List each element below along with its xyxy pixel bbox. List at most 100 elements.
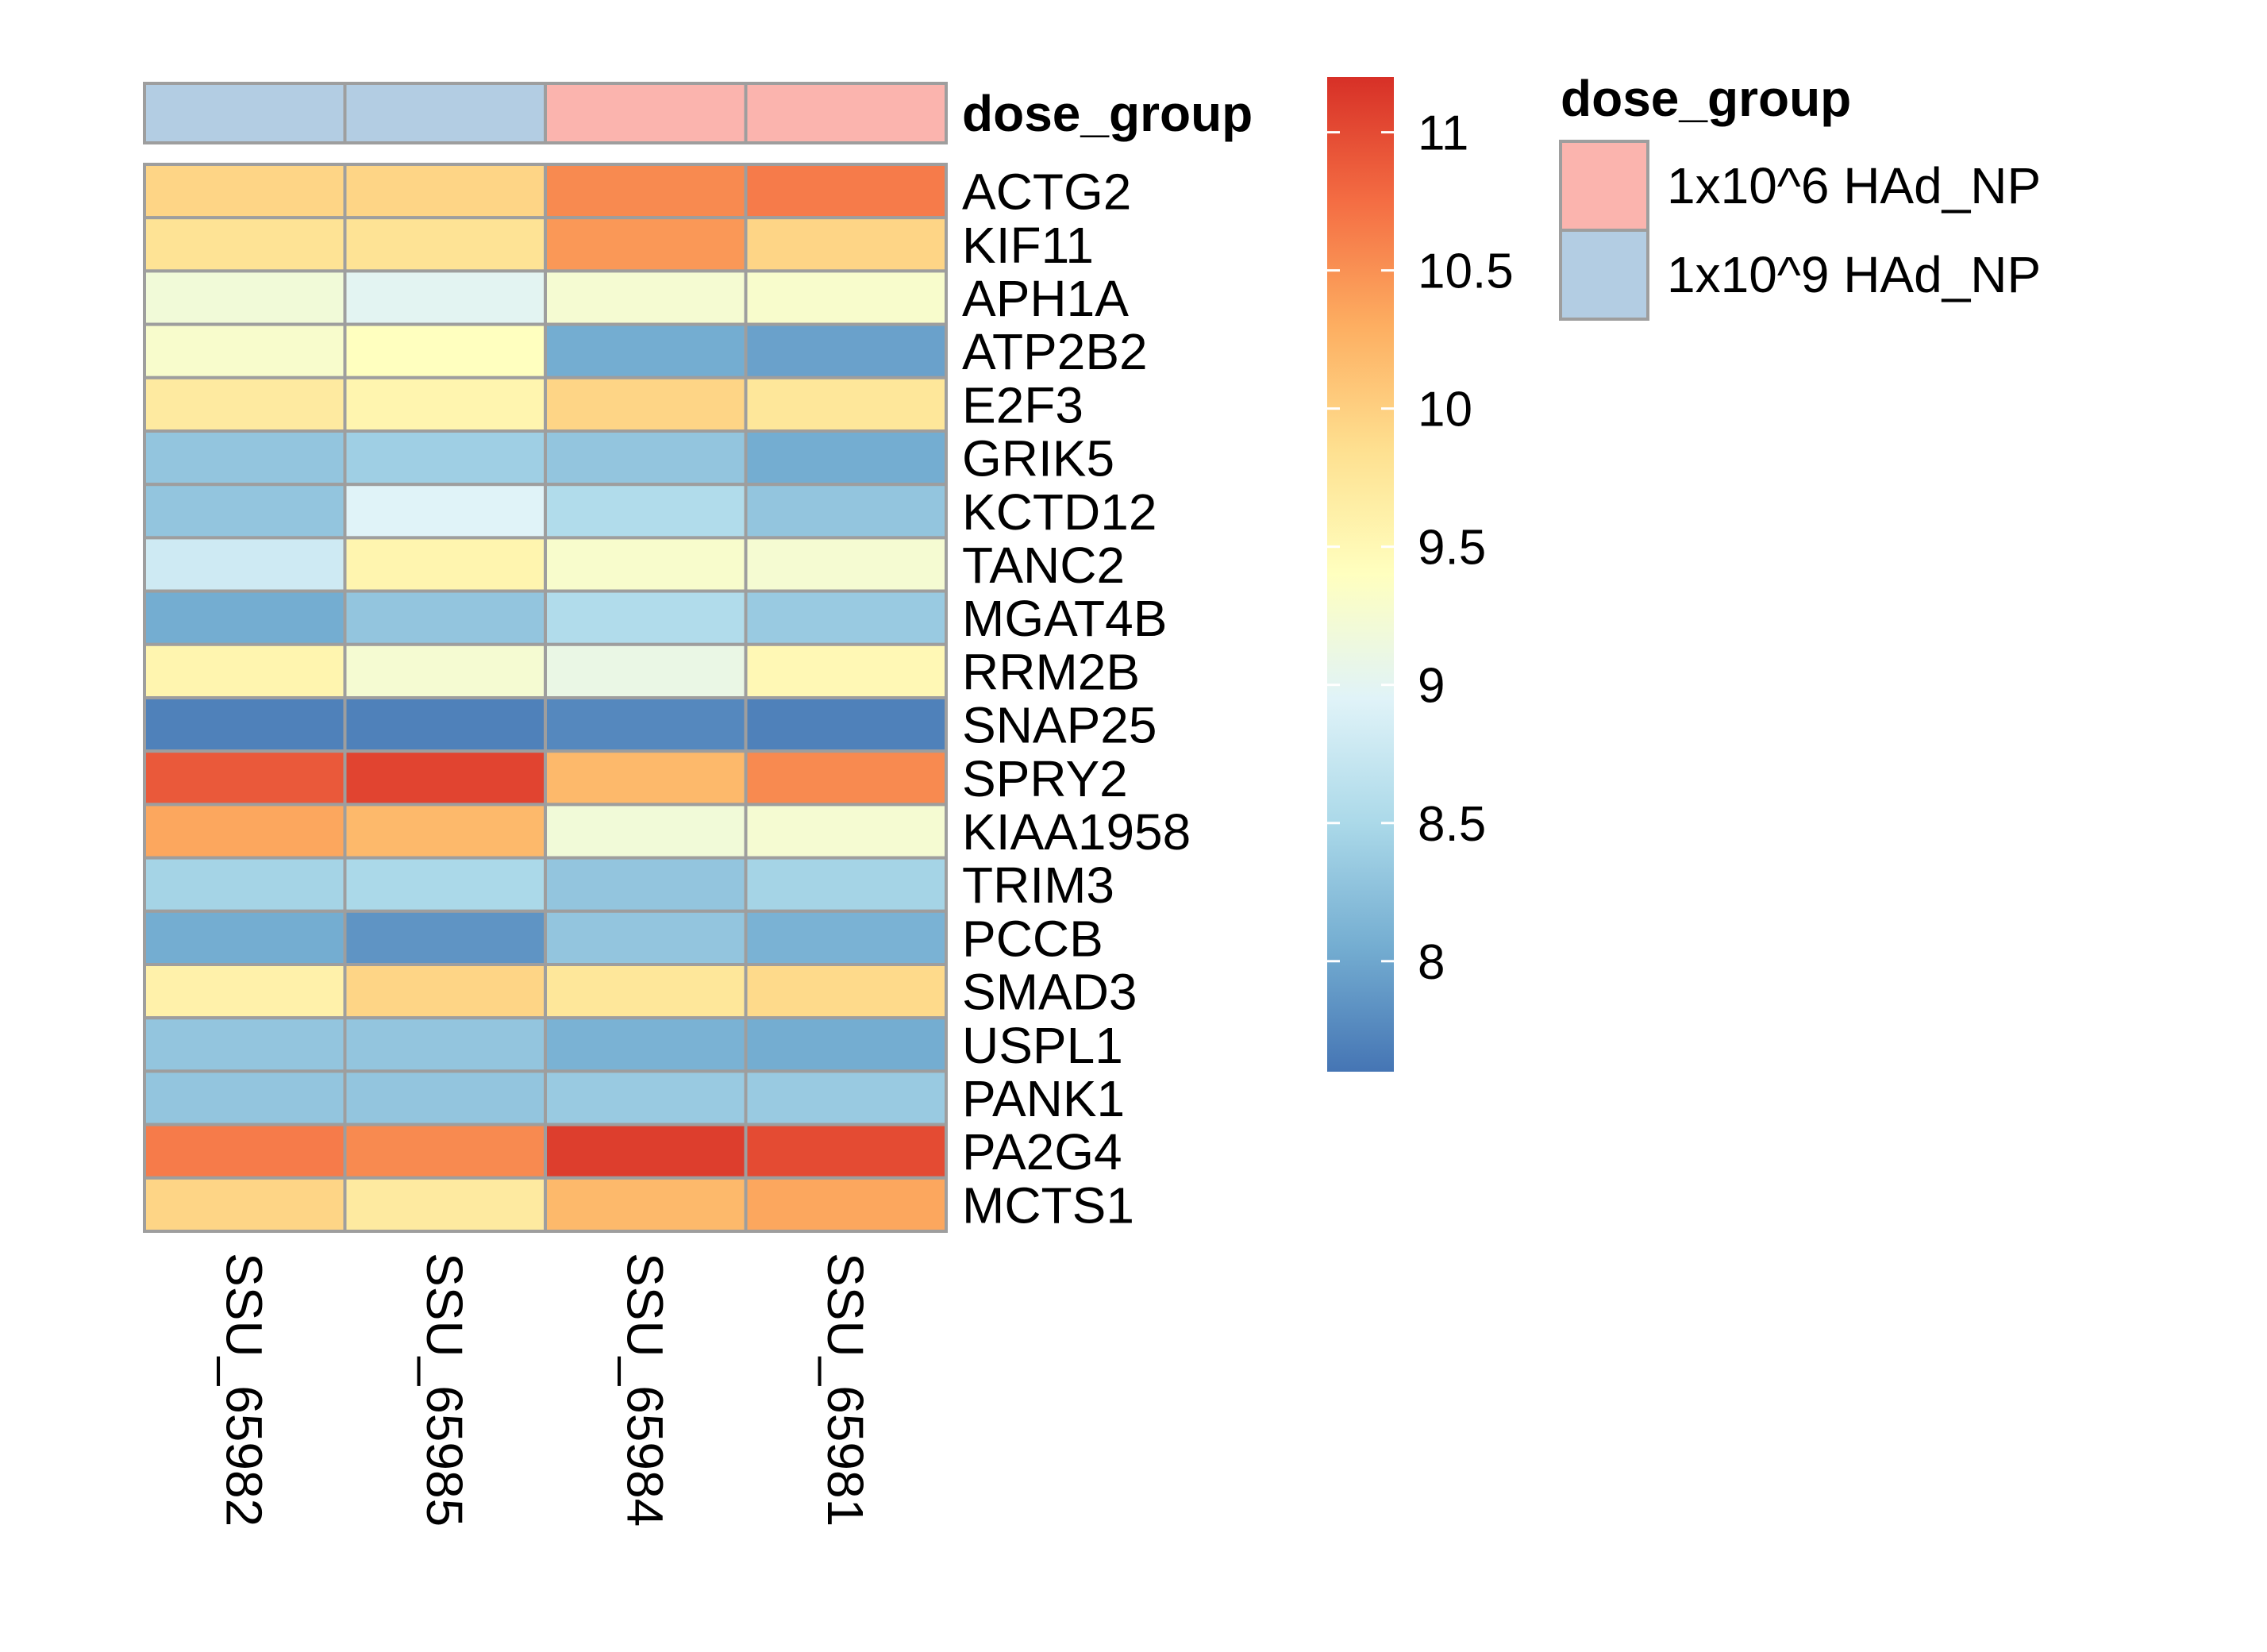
heatmap-cell xyxy=(744,696,948,753)
heatmap-cell xyxy=(143,322,347,379)
row-label: GRIK5 xyxy=(962,430,1114,487)
heatmap-cell xyxy=(343,216,547,273)
annotation-row-label: dose_group xyxy=(962,85,1253,142)
heatmap-cell xyxy=(544,163,748,220)
heatmap-cell xyxy=(744,1176,948,1234)
row-label: MGAT4B xyxy=(962,590,1167,647)
heatmap-cell xyxy=(744,269,948,326)
heatmap-cell xyxy=(343,536,547,593)
heatmap-cell xyxy=(544,536,748,593)
heatmap-cell xyxy=(744,856,948,913)
heatmap-cell xyxy=(744,749,948,807)
heatmap-cell xyxy=(744,536,948,593)
heatmap-cell xyxy=(744,589,948,646)
heatmap-cell xyxy=(343,749,547,807)
legend-label: 1x10^6 HAd_NP xyxy=(1667,157,2041,214)
heatmap-cells xyxy=(143,163,948,1234)
row-label: TRIM3 xyxy=(962,857,1114,914)
row-label: MCTS1 xyxy=(962,1176,1134,1234)
colorbar-tick-label: 8.5 xyxy=(1418,797,1486,852)
heatmap-cell xyxy=(143,963,347,1020)
row-label: USPL1 xyxy=(962,1017,1123,1074)
heatmap-cell xyxy=(343,269,547,326)
heatmap-cell xyxy=(343,909,547,967)
heatmap-cell xyxy=(744,216,948,273)
heatmap-cell xyxy=(143,269,347,326)
heatmap-cell xyxy=(143,483,347,540)
heatmap-cell xyxy=(343,1069,547,1126)
heatmap-cell xyxy=(343,696,547,753)
heatmap-cell xyxy=(744,429,948,487)
heatmap-cell xyxy=(143,642,347,699)
annotation-row xyxy=(143,82,948,144)
heatmap-cell xyxy=(544,963,748,1020)
colorbar-tick-label: 11 xyxy=(1418,106,1468,161)
heatmap-cell xyxy=(544,803,748,860)
heatmap-cell xyxy=(143,216,347,273)
heatmap-cell xyxy=(343,642,547,699)
annotation-cell xyxy=(744,82,948,144)
heatmap-cell xyxy=(343,1016,547,1073)
colorbar-tick-label: 8 xyxy=(1418,935,1445,990)
heatmap-cell xyxy=(143,536,347,593)
heatmap-cell xyxy=(143,1123,347,1180)
heatmap-cell xyxy=(744,1069,948,1126)
heatmap-cell xyxy=(343,375,547,433)
column-label: SSU_65985 xyxy=(416,1253,473,1527)
row-label: SNAP25 xyxy=(962,697,1157,754)
colorbar-tick-label: 10 xyxy=(1418,383,1472,437)
heatmap-cell xyxy=(143,163,347,220)
row-label: ATP2B2 xyxy=(962,323,1148,380)
heatmap-cell xyxy=(544,856,748,913)
row-label: PA2G4 xyxy=(962,1123,1122,1180)
column-label: SSU_65984 xyxy=(616,1253,673,1527)
annotation-cell xyxy=(143,82,347,144)
row-labels: ACTG2KIF11APH1AATP2B2E2F3GRIK5KCTD12TANC… xyxy=(962,164,1191,1234)
heatmap-cell xyxy=(744,909,948,967)
row-label: PANK1 xyxy=(962,1070,1125,1127)
annotation-cell xyxy=(544,82,748,144)
heatmap-cell xyxy=(343,856,547,913)
legend: dose_group 1x10^6 HAd_NP 1x10^9 HAd_NP xyxy=(1559,70,2041,321)
heatmap-cell xyxy=(544,1123,748,1180)
heatmap-cell xyxy=(343,483,547,540)
heatmap-cell xyxy=(343,429,547,487)
row-label: ACTG2 xyxy=(962,164,1131,221)
heatmap-cell xyxy=(143,1016,347,1073)
heatmap-cell xyxy=(544,749,748,807)
heatmap-cell xyxy=(744,1016,948,1073)
heatmap-cell xyxy=(744,1123,948,1180)
colorbar-gradient xyxy=(1327,77,1394,1072)
heatmap-cell xyxy=(143,749,347,807)
column-label: SSU_65982 xyxy=(215,1253,272,1527)
row-label: PCCB xyxy=(962,910,1103,967)
heatmap-cell xyxy=(744,375,948,433)
row-label: E2F3 xyxy=(962,376,1083,433)
heatmap-cell xyxy=(744,803,948,860)
heatmap-cell xyxy=(343,803,547,860)
heatmap-cell xyxy=(544,483,748,540)
row-label: KCTD12 xyxy=(962,483,1157,541)
heatmap-cell xyxy=(343,322,547,379)
row-label: RRM2B xyxy=(962,643,1140,700)
heatmap-cell xyxy=(143,909,347,967)
heatmap-cell xyxy=(544,429,748,487)
colorbar-tick-label: 9 xyxy=(1418,659,1445,714)
heatmap-cell xyxy=(544,909,748,967)
heatmap-cell xyxy=(544,322,748,379)
heatmap-cell xyxy=(744,483,948,540)
heatmap-cell xyxy=(544,696,748,753)
row-label: TANC2 xyxy=(962,537,1125,594)
row-label: SPRY2 xyxy=(962,750,1128,807)
heatmap-cell xyxy=(343,1176,547,1234)
legend-label: 1x10^9 HAd_NP xyxy=(1667,246,2041,303)
colorbar: 8 8.5 9 9.5 10 10.5 11 xyxy=(1327,77,1514,1072)
heatmap-cell xyxy=(343,589,547,646)
row-label: SMAD3 xyxy=(962,964,1137,1021)
heatmap-cell xyxy=(544,1016,748,1073)
heatmap-cell xyxy=(143,1069,347,1126)
column-labels: SSU_65982 SSU_65985 SSU_65984 SSU_65981 xyxy=(215,1253,874,1527)
heatmap-cell xyxy=(544,1069,748,1126)
legend-swatch xyxy=(1559,229,1649,321)
